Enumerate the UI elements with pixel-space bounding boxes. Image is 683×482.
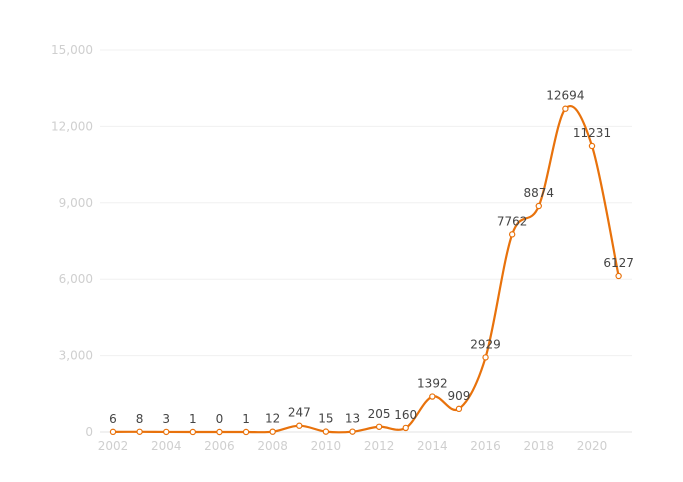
data-point xyxy=(588,142,596,150)
data-point xyxy=(482,354,489,361)
data-label: 6 xyxy=(109,412,117,426)
data-point xyxy=(429,393,436,400)
data-label: 8 xyxy=(136,412,144,426)
x-tick-label: 2008 xyxy=(257,439,288,453)
x-tick-label: 2018 xyxy=(524,439,555,453)
data-point xyxy=(615,272,622,280)
x-tick-label: 2010 xyxy=(311,439,342,453)
y-tick-label: 6,000 xyxy=(59,272,93,286)
data-point xyxy=(508,231,516,238)
gridlines xyxy=(100,49,632,433)
data-label: 7762 xyxy=(497,214,528,228)
data-label: 15 xyxy=(318,412,333,426)
data-label: 1 xyxy=(189,412,197,426)
data-point xyxy=(136,428,143,435)
data-point xyxy=(535,202,542,210)
data-label: 2929 xyxy=(470,337,501,351)
data-point xyxy=(455,405,463,413)
data-point xyxy=(269,428,276,435)
data-point xyxy=(296,422,303,429)
x-tick-label: 2020 xyxy=(577,439,608,453)
data-point xyxy=(402,424,409,432)
data-label: 12 xyxy=(265,412,280,426)
data-label: 247 xyxy=(288,406,311,420)
data-label: 13 xyxy=(345,412,360,426)
data-label: 0 xyxy=(216,412,224,426)
y-tick-label: 9,000 xyxy=(59,196,93,210)
data-label: 1392 xyxy=(417,377,448,391)
x-tick-label: 2004 xyxy=(151,439,182,453)
data-point xyxy=(216,428,223,436)
x-tick-label: 2014 xyxy=(417,439,448,453)
y-tick-label: 3,000 xyxy=(59,349,93,363)
data-label: 12694 xyxy=(546,89,584,103)
data-point xyxy=(562,105,569,112)
series-line xyxy=(112,105,620,434)
data-label: 909 xyxy=(447,389,470,403)
y-tick-label: 12,000 xyxy=(51,119,93,133)
x-axis: 2002 2004 2006 2008 2010 2012 2014 2016 2018 2020 xyxy=(98,439,608,453)
data-point xyxy=(242,428,250,436)
x-tick-label: 2016 xyxy=(470,439,501,453)
data-label: 160 xyxy=(394,408,417,422)
y-tick-label: 15,000 xyxy=(51,43,93,57)
data-label: 8874 xyxy=(524,186,555,200)
data-point xyxy=(189,428,197,436)
data-label: 6127 xyxy=(603,256,634,270)
data-point xyxy=(163,428,170,436)
y-tick-label: 0 xyxy=(85,425,93,439)
series-count xyxy=(112,105,620,434)
data-point xyxy=(109,428,117,436)
data-label: 11231 xyxy=(573,126,611,140)
x-tick-label: 2012 xyxy=(364,439,395,453)
data-markers xyxy=(109,105,622,436)
data-label: 3 xyxy=(162,412,170,426)
data-label: 1 xyxy=(242,412,250,426)
data-point xyxy=(349,428,356,435)
x-tick-label: 2006 xyxy=(204,439,235,453)
y-axis: 0 3,000 6,000 9,000 12,000 15,000 xyxy=(51,43,93,439)
data-label: 205 xyxy=(368,407,391,421)
data-point xyxy=(322,428,330,435)
x-tick-label: 2002 xyxy=(98,439,129,453)
data-point xyxy=(375,423,383,430)
